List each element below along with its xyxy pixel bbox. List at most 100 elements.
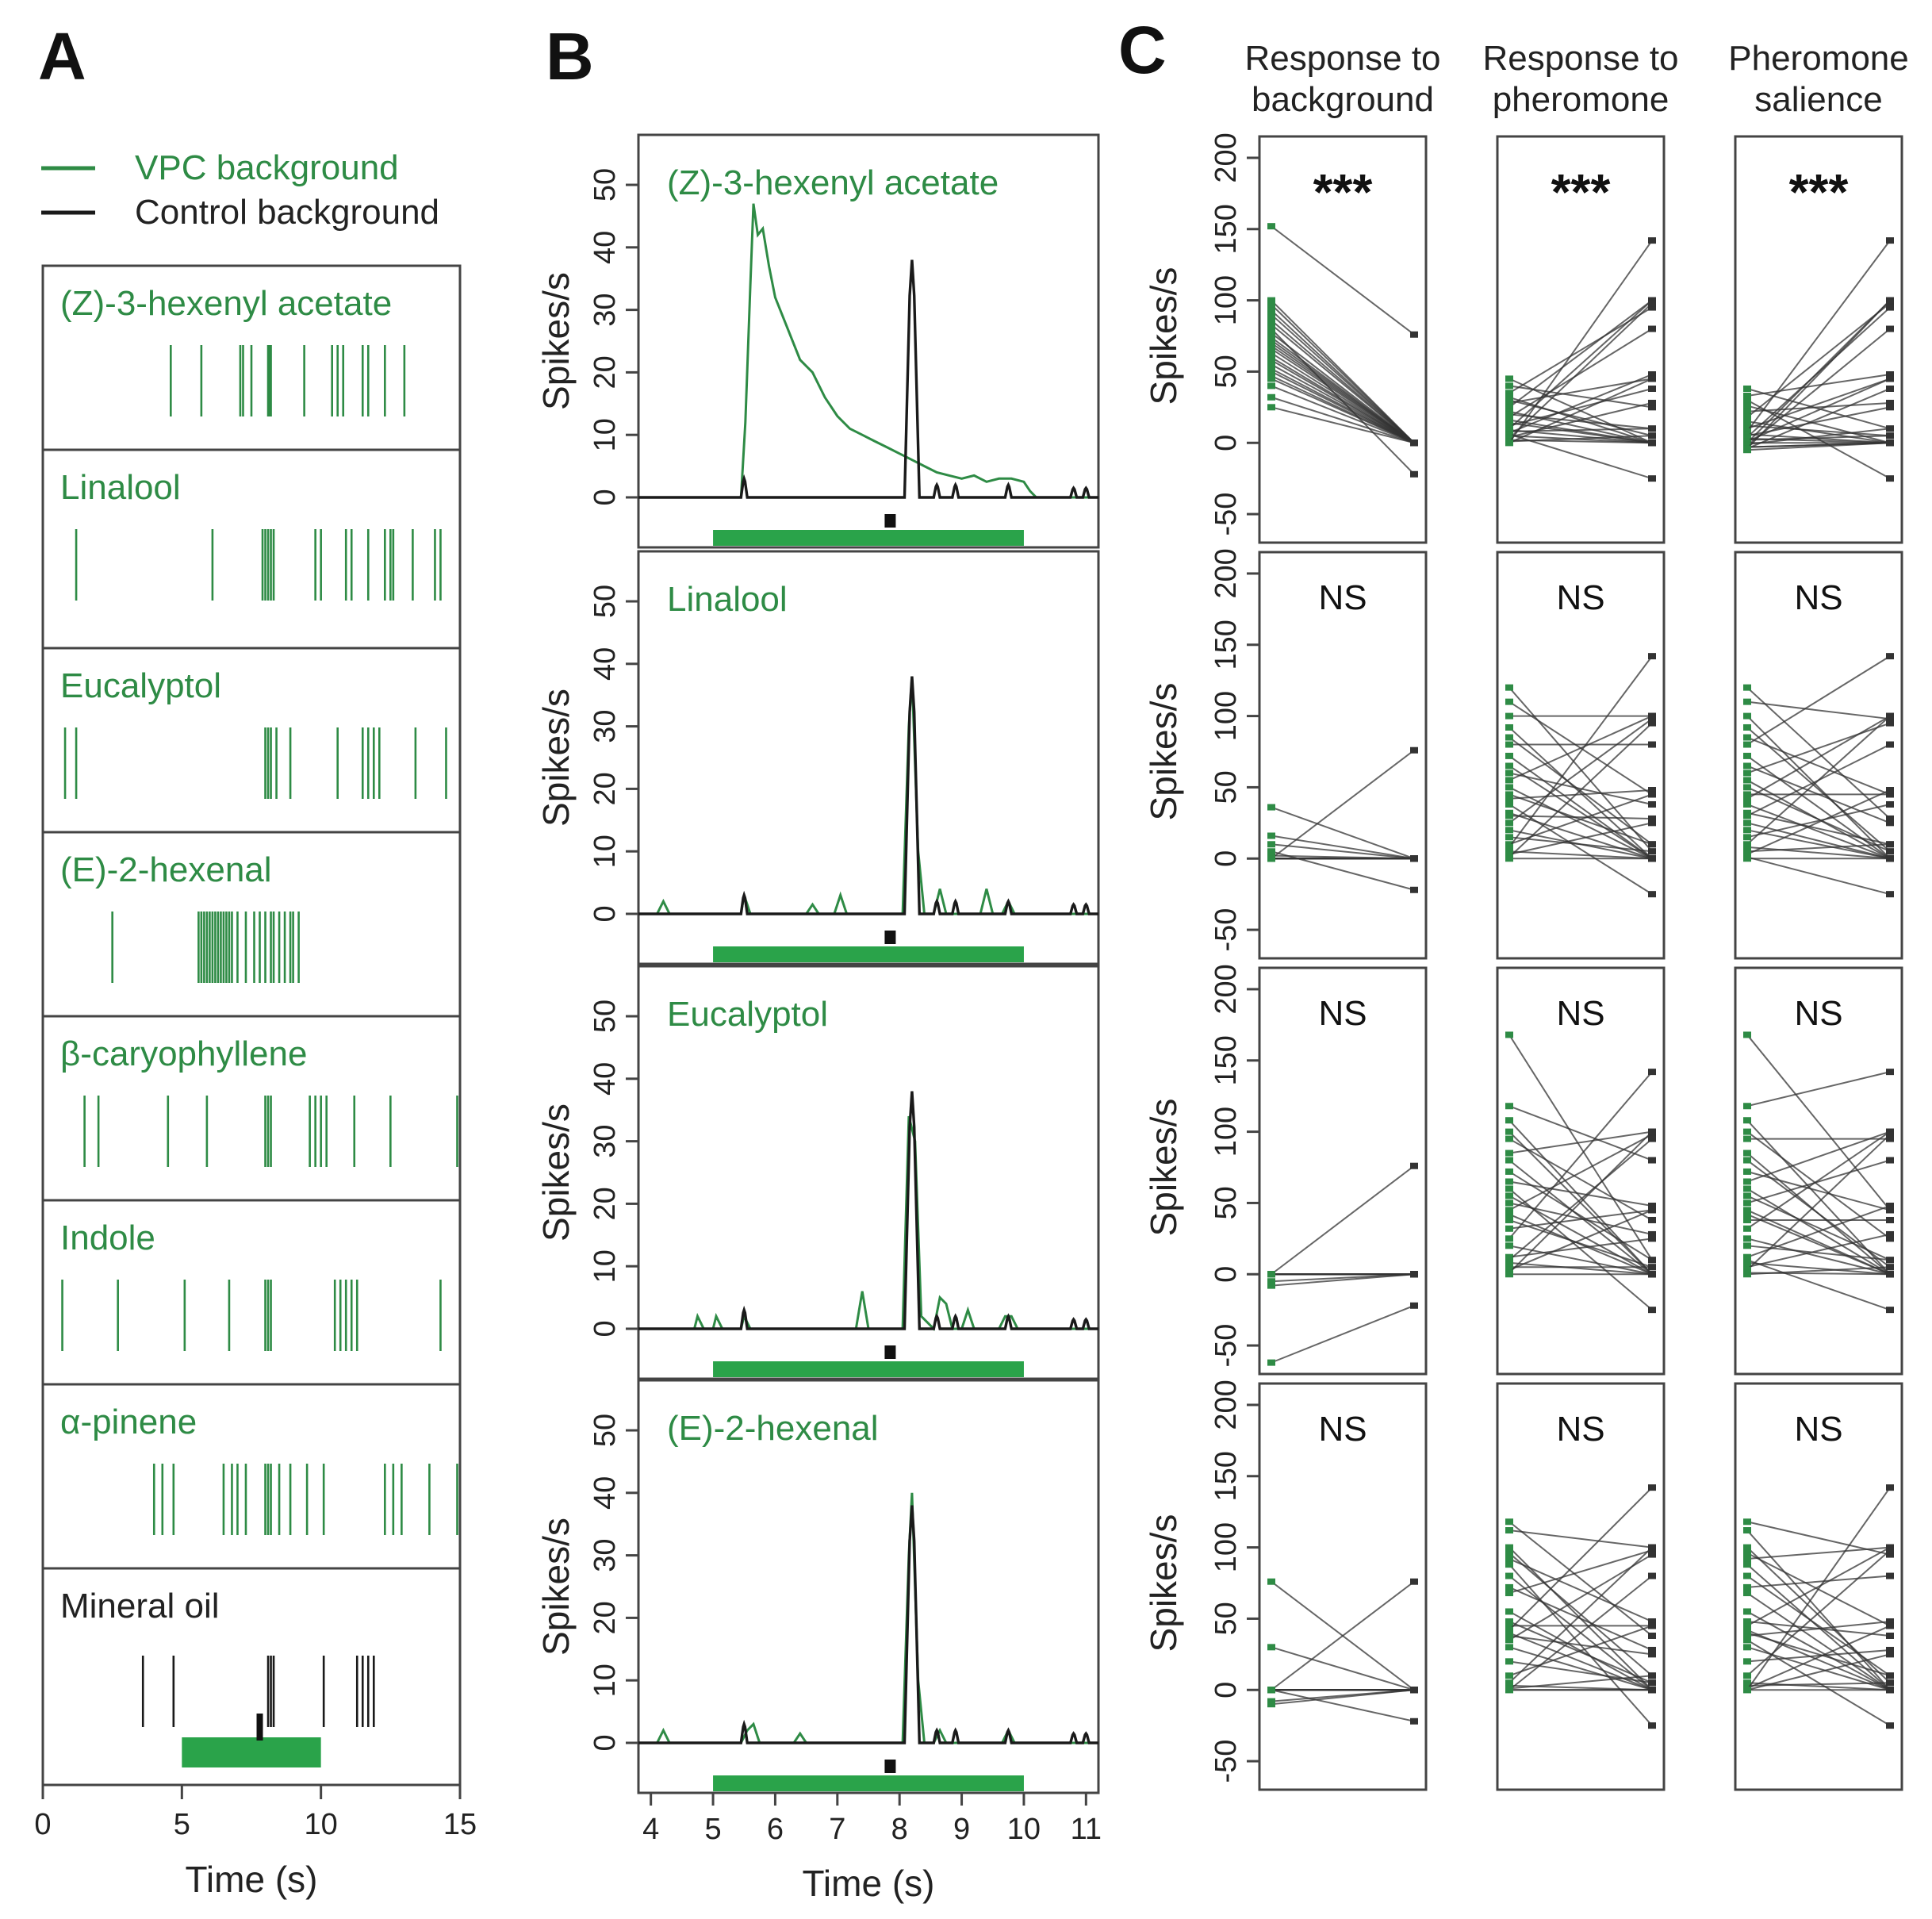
control-point [1886,791,1894,798]
control-point [1648,237,1656,244]
vpc-point [1743,1687,1751,1694]
control-point [1410,886,1418,893]
paired-plot-frame [1734,966,1903,1376]
paired-line [1746,401,1891,413]
control-point [1886,1722,1894,1729]
control-point [1886,819,1894,827]
x-tick-label: 6 [767,1813,784,1846]
vpc-point [1505,399,1513,406]
y-tick-label: 50 [1209,1186,1243,1219]
paired-plot-frame [1734,1382,1903,1791]
control-point [1886,720,1894,727]
paired-line [1746,1682,1891,1687]
rate-plot-frame [637,1379,1100,1794]
paired-line [1746,1653,1891,1691]
control-point [1648,1264,1656,1271]
paired-line [1508,1034,1653,1261]
control-point [1886,653,1894,660]
control-point [1886,787,1894,794]
x-tick-label: 4 [642,1813,659,1846]
significance-label: *** [1551,163,1611,221]
control-point [1886,1216,1894,1223]
control-point [1886,1257,1894,1264]
paired-plot-frame [1496,1382,1666,1791]
paired-line [1746,1549,1891,1677]
vpc-point [1505,1632,1513,1639]
paired-line [1508,1130,1653,1274]
paired-plot-frame [1258,966,1428,1376]
control-point [1648,800,1656,808]
control-point [1886,475,1894,482]
control-point [1886,404,1894,411]
paired-line [1508,1660,1653,1684]
vpc-point [1505,784,1513,791]
vpc-point [1743,1117,1751,1124]
control-point [1886,1307,1894,1314]
y-tick-label: 20 [588,1601,622,1634]
paired-line [1508,1119,1653,1275]
vpc-point [1743,1216,1751,1223]
paired-line [1746,1245,1891,1261]
control-point [1410,746,1418,754]
y-axis-title: Spikes/s [1143,1099,1184,1237]
paired-line [1508,1632,1653,1691]
vpc-point [1743,1518,1751,1526]
y-tick-label: 30 [588,293,622,326]
vpc-point [1505,698,1513,705]
vpc-point [1267,404,1275,411]
paired-line [1508,1209,1653,1271]
control-point [1648,432,1656,439]
control-point [1648,325,1656,332]
y-tick-label: 10 [588,1249,622,1283]
control-point [1886,1646,1894,1653]
vpc-point [1743,418,1751,425]
vpc-point [1743,1259,1751,1266]
control-point [1410,1687,1418,1694]
x-tick-label: 10 [1007,1813,1041,1846]
paired-line [1508,1549,1653,1595]
y-tick-label: 30 [588,709,622,743]
raster-row-label: Mineral oil [60,1587,220,1625]
vpc-point [1743,827,1751,834]
significance-label: NS [1556,1410,1604,1449]
control-point [1886,1069,1894,1076]
vpc-point [1743,1271,1751,1278]
paired-line [1746,1195,1891,1261]
paired-line [1508,1521,1653,1637]
paired-line [1508,1546,1653,1683]
paired-line [1508,789,1653,800]
paired-plot-frame [1258,135,1428,544]
vpc-point [1505,1561,1513,1568]
odor-stimulus-bar [713,946,1024,962]
vpc-point [1743,1555,1751,1562]
paired-line [1508,804,1653,896]
paired-line [1746,1487,1891,1691]
paired-line [1508,1138,1653,1221]
control-point [1648,1235,1656,1242]
vpc-point [1743,1608,1751,1615]
paired-line [1508,302,1653,439]
y-tick-label: 40 [588,647,622,681]
significance-label: NS [1318,994,1367,1033]
paired-line [1508,388,1653,427]
control-point [1410,439,1418,447]
y-axis-title: Spikes/s [535,272,577,410]
control-point [1886,1207,1894,1214]
control-point [1886,712,1894,720]
paired-line [1508,1130,1653,1154]
control-point [1410,1578,1418,1585]
control-point [1886,399,1894,406]
y-tick-label: 10 [588,1664,622,1697]
vpc-point [1743,1672,1751,1679]
vpc-point [1505,734,1513,741]
column-title: Pheromone salience [1728,39,1908,119]
vpc-point [1505,404,1513,411]
vpc-point [1505,1687,1513,1694]
control-point [1648,716,1656,723]
y-tick-label: 100 [1209,1107,1243,1157]
paired-line [1508,1245,1653,1276]
control-point [1648,1069,1656,1076]
paired-line [1746,1170,1891,1211]
vpc-point [1505,834,1513,841]
